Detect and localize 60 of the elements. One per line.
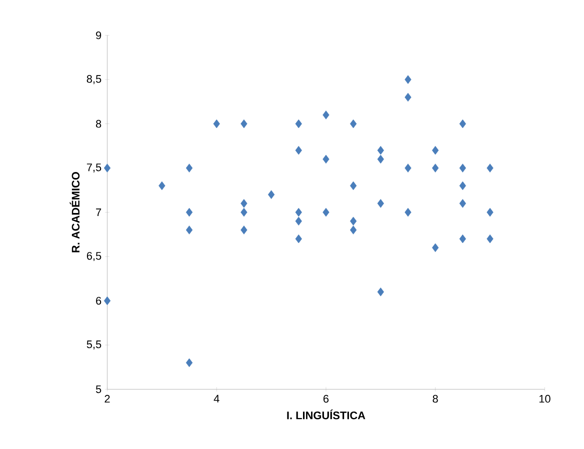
y-axis-title: R. ACADÉMICO <box>70 172 80 252</box>
point <box>404 74 412 84</box>
point <box>322 208 330 216</box>
point <box>459 119 466 128</box>
point <box>432 243 439 252</box>
point <box>404 92 412 102</box>
point <box>350 181 357 190</box>
point <box>240 225 248 234</box>
point <box>486 208 494 216</box>
x-axis-title: I. LINGUÍSTICA <box>287 409 366 420</box>
x-tick-label: 6 <box>323 394 329 402</box>
point <box>377 287 384 296</box>
point <box>295 216 302 226</box>
point <box>350 119 357 128</box>
point <box>104 163 111 172</box>
y-tick-label: 6 <box>96 296 102 304</box>
point <box>295 146 302 154</box>
point <box>377 198 384 208</box>
x-tick-label: 4 <box>214 394 220 402</box>
point <box>459 163 466 172</box>
point <box>377 154 384 164</box>
point <box>295 234 302 243</box>
point <box>104 296 111 305</box>
x-tick-label: 2 <box>104 394 110 402</box>
x-tick-label: 10 <box>539 394 550 402</box>
point <box>268 190 275 199</box>
point <box>350 225 357 234</box>
point <box>404 163 412 172</box>
y-tick-label: 7,5 <box>86 163 102 172</box>
point <box>240 208 248 216</box>
point <box>432 163 439 172</box>
y-tick-label: 6,5 <box>86 252 102 261</box>
point <box>186 225 193 234</box>
point <box>240 198 248 208</box>
y-tick-label: 5 <box>96 385 102 393</box>
point <box>295 119 302 128</box>
point <box>459 181 466 190</box>
point <box>486 234 494 243</box>
y-tick-label: 9 <box>96 31 102 39</box>
point <box>158 181 166 190</box>
point <box>486 163 494 172</box>
y-tick-label: 7 <box>96 208 102 216</box>
point <box>404 208 412 216</box>
y-tick-label: 5,5 <box>86 340 102 350</box>
point <box>186 208 193 216</box>
point <box>186 163 193 172</box>
point <box>295 208 302 216</box>
point <box>213 119 220 128</box>
point <box>432 146 439 154</box>
point <box>322 110 330 120</box>
point <box>459 234 466 243</box>
x-tick-label: 8 <box>432 394 438 402</box>
point <box>350 216 357 226</box>
point <box>459 198 466 208</box>
point <box>377 146 384 154</box>
y-tick-label: 8,5 <box>86 74 102 84</box>
point <box>322 154 330 164</box>
point <box>240 119 248 128</box>
y-tick-label: 8 <box>96 120 102 128</box>
point <box>186 358 193 367</box>
